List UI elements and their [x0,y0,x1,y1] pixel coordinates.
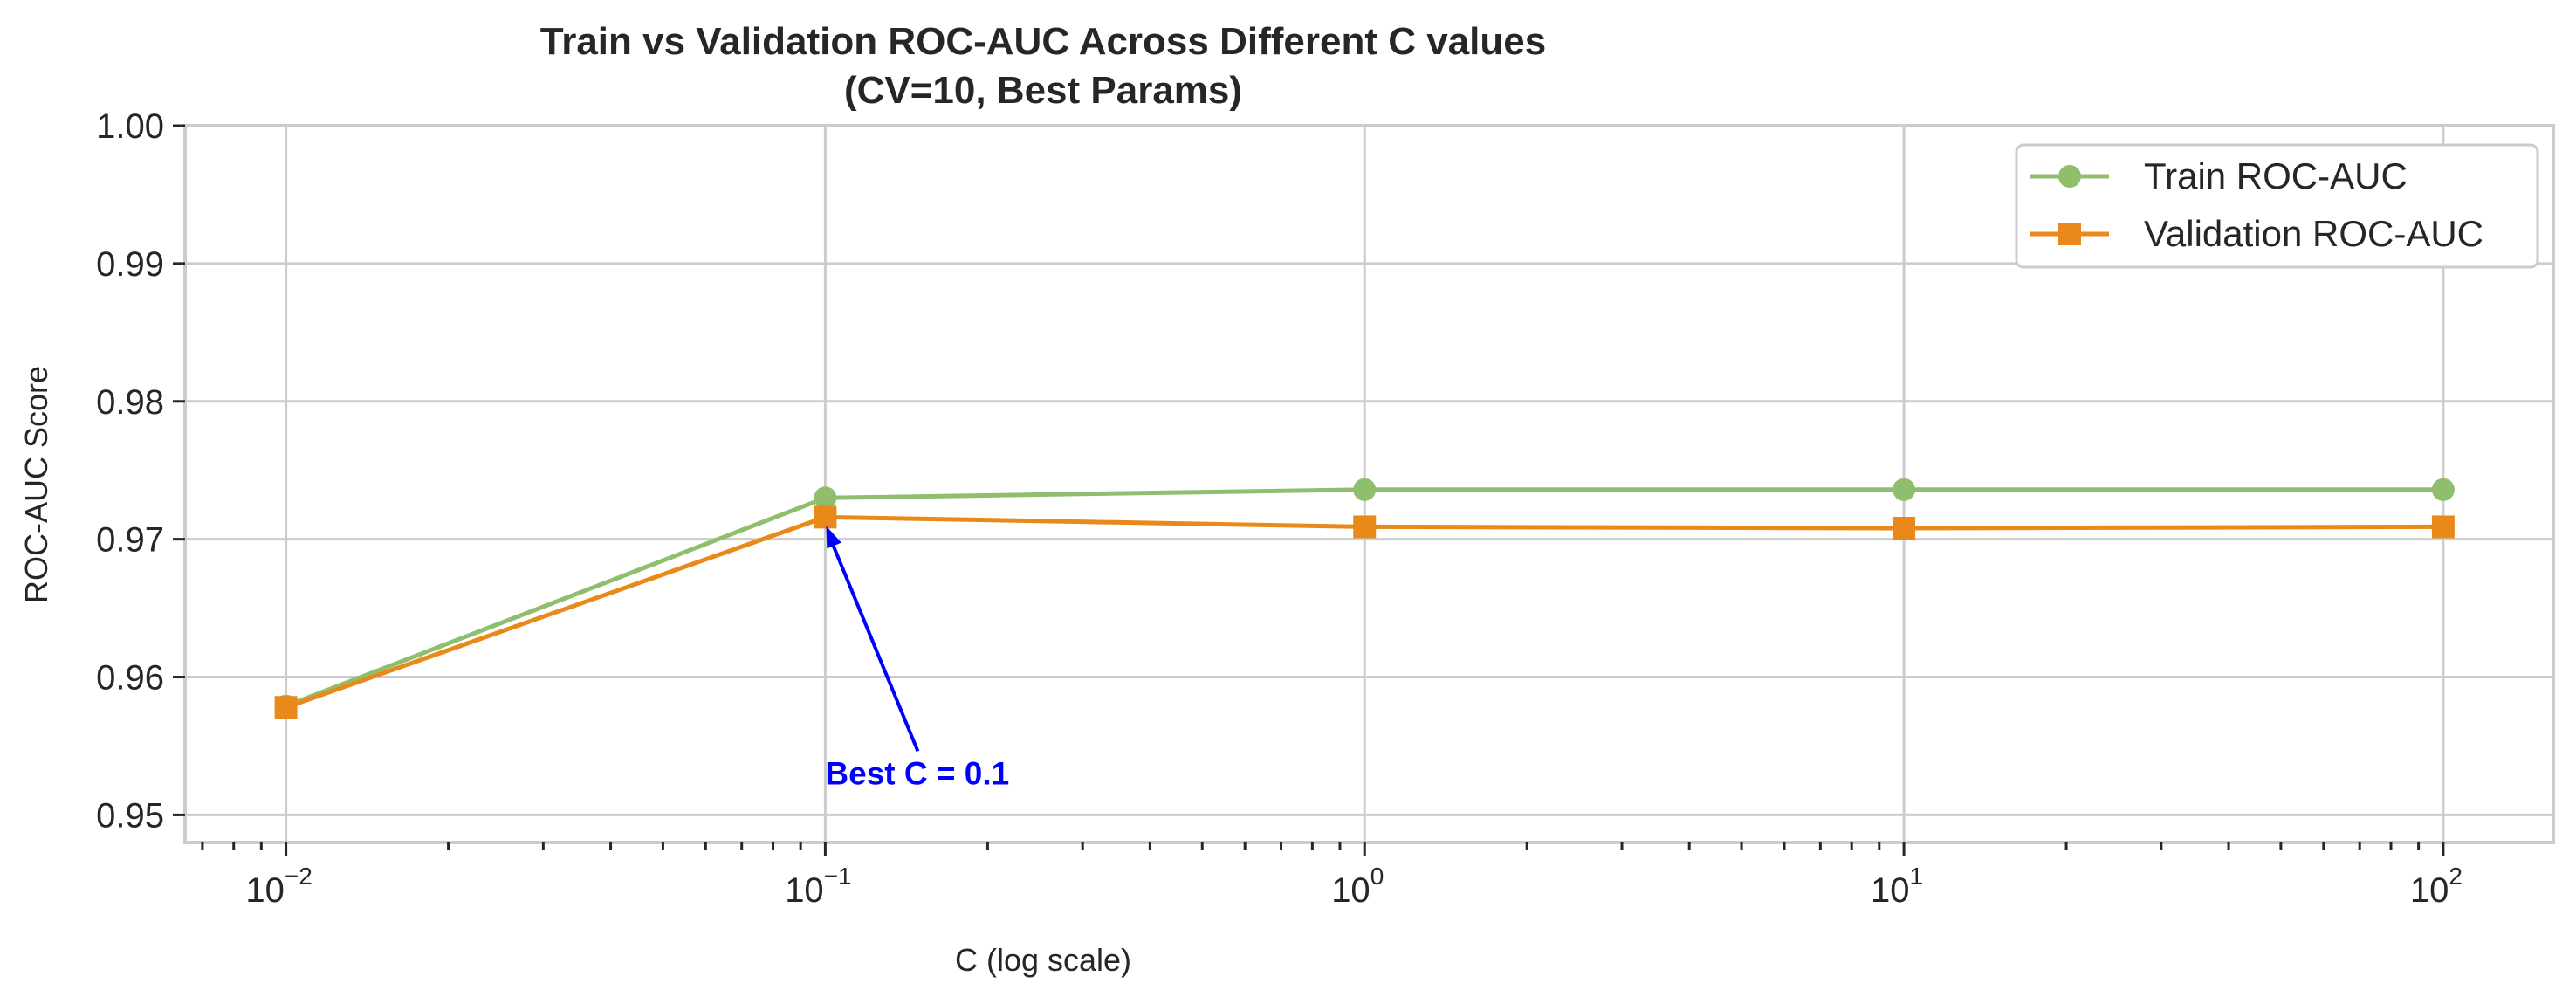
data-point-square [274,696,298,719]
data-point-circle [2431,478,2455,501]
data-point-circle [814,486,837,510]
x-tick-label: 100 [1331,863,1384,910]
x-tick-label: 102 [2410,863,2463,910]
y-tick-label: 0.96 [96,659,164,698]
x-tick-label: 10−2 [245,863,312,910]
legend-box [2015,143,2539,269]
y-tick-label: 0.98 [96,383,164,422]
data-point-square [2431,515,2455,539]
x-tick-label: 10−1 [785,863,851,910]
y-tick-label: 0.97 [96,521,164,560]
plot-frame [183,124,2555,844]
series-lines [274,478,2455,719]
x-tick-label: 101 [1871,863,1923,910]
y-axis-label: ROC-AUC Score [18,366,54,603]
data-point-square [814,505,837,529]
legend: Train ROC-AUC Validation ROC-AUC [2015,143,2539,269]
y-tick-label: 0.99 [96,245,164,284]
y-tick-label: 1.00 [96,107,164,146]
plot-spines [183,124,2555,844]
legend-marker-circle [2058,165,2081,188]
data-point-circle [1353,478,1377,501]
legend-marker-square [2058,223,2081,245]
chart-subtitle: (CV=10, Best Params) [844,69,1242,112]
data-point-square [1353,515,1377,539]
chart-title: Train vs Validation ROC-AUC Across Diffe… [540,20,1546,63]
axis-ticks: 0.95 0.96 0.97 0.98 0.99 1.00 10−2 10−1 100 101 10… [96,107,2463,910]
data-point-square [1893,517,1916,540]
x-axis-label: C (log scale) [955,942,1131,978]
annotation-label: Best C = 0.1 [825,755,1009,791]
legend-label: Validation ROC-AUC [2144,213,2483,254]
annotation-arrow [827,533,920,753]
legend-label: Train ROC-AUC [2144,155,2408,196]
annotations: Best C = 0.1 [825,526,1009,791]
y-tick-label: 0.95 [96,796,164,835]
annotation-arrowhead [826,526,841,549]
data-point-circle [1893,478,1916,501]
